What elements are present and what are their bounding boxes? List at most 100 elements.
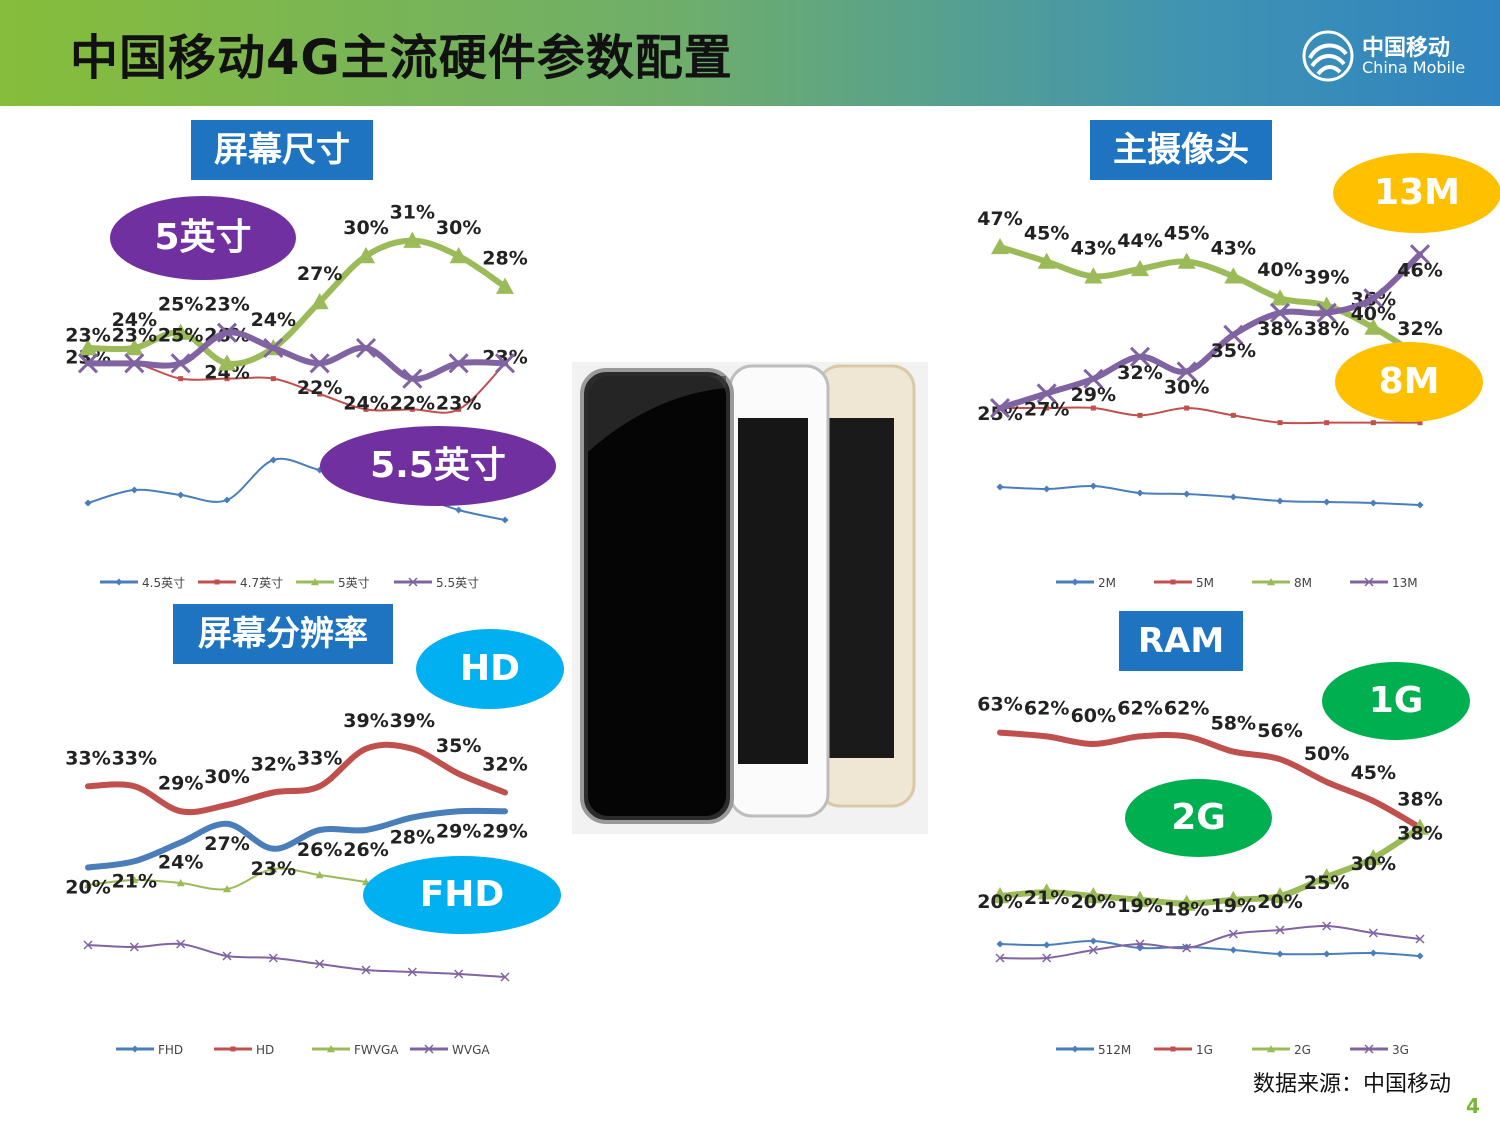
chart0-series-5英寸-label-7: 31% xyxy=(390,202,435,224)
chart2-series-FHD-line xyxy=(85,807,508,871)
chart1-series-2M-point-4 xyxy=(1183,490,1191,498)
chart1-series-8M-label-9: 32% xyxy=(1397,318,1442,340)
chart3-series-1G-label-2: 60% xyxy=(1071,705,1116,727)
chart3-series-512M-line xyxy=(999,939,1421,957)
chart3-series-3G-point-9 xyxy=(1415,934,1425,944)
chart0-series-4.5英寸-point-9 xyxy=(501,516,509,524)
chart3-series-3G-point-7 xyxy=(1322,921,1332,931)
chart0-series-4.7英寸-label-6: 24% xyxy=(343,392,388,414)
chart1-series-2M-point-1 xyxy=(1043,485,1051,493)
chart2-series-WVGA-line xyxy=(87,942,506,978)
chart1-legend-13M-marker xyxy=(1364,577,1374,587)
chart2-series-HD-line xyxy=(85,741,508,816)
chart2-series-HD-label-8: 35% xyxy=(436,735,481,757)
chart1-series-2M-point-6 xyxy=(1276,497,1284,505)
chart0-series-5英寸-point-5 xyxy=(310,293,329,310)
chart1-series-5M-point-6 xyxy=(1277,420,1283,426)
chart1-legend-5M-marker xyxy=(1170,579,1176,585)
chart0-series-5.5英寸-label-4: 24% xyxy=(251,309,296,331)
chart1-series-8M-point-2 xyxy=(1084,267,1103,284)
chart3-series-1G-label-4: 62% xyxy=(1164,697,1209,719)
chart0-series-5.5英寸-point-9 xyxy=(494,353,516,374)
chart2-series-FHD-label-7: 28% xyxy=(390,827,435,849)
chart1-series-8M-label-7: 39% xyxy=(1304,267,1349,289)
chart1-series-13M-label-1: 27% xyxy=(1024,398,1069,420)
chart3-series-1G-label-1: 62% xyxy=(1024,697,1069,719)
chart0-legend-4.7英寸-marker xyxy=(214,579,220,585)
chart1-series-5M-point-3 xyxy=(1137,412,1143,418)
chart2-legend-HD-label: HD xyxy=(256,1043,274,1057)
chart2-series-HD-label-6: 39% xyxy=(343,710,388,732)
chart0-legend-4.5英寸-label: 4.5英寸 xyxy=(142,576,185,590)
chart2-series-FHD-label-4: 23% xyxy=(251,858,296,880)
chart1-series-8M-label-3: 44% xyxy=(1117,230,1162,252)
bubble-hd: HD xyxy=(416,629,564,709)
chart0-series-5英寸-point-0 xyxy=(79,339,97,356)
chart1-legend-8M-label: 8M xyxy=(1294,576,1312,590)
chart3-series-1G-label-9: 38% xyxy=(1397,789,1442,811)
chart2-series-FWVGA-point-2 xyxy=(176,879,185,887)
chart1-series-2M-point-3 xyxy=(1136,489,1144,497)
chart1-series-8M-line xyxy=(997,243,1423,360)
chart2-series-HD-label-2: 29% xyxy=(158,772,203,794)
chart1-series-8M-label-1: 45% xyxy=(1024,223,1069,245)
chart1-series-8M-point-0 xyxy=(991,237,1009,255)
chart1-series-8M-label-5: 43% xyxy=(1211,237,1256,259)
chart0-series-5.5英寸-line xyxy=(85,329,508,382)
chart3-series-2G-label-2: 20% xyxy=(1071,891,1116,913)
page-number: 4 xyxy=(1466,1094,1480,1118)
chart2-series-FHD-label-2: 24% xyxy=(158,852,203,874)
chart0-series-4.7英寸-label-5: 22% xyxy=(297,377,342,399)
chart3-series-3G-point-4 xyxy=(1182,943,1192,953)
chart2-legend-FWVGA-marker xyxy=(327,1045,335,1053)
chart1-legend-8M-marker xyxy=(1267,578,1275,586)
chart1-series-8M-point-1 xyxy=(1037,252,1056,269)
chart0-series-5英寸-label-1: 24% xyxy=(112,309,157,331)
chart3-series-3G-point-5 xyxy=(1228,929,1238,939)
chart1-series-5M-point-5 xyxy=(1230,412,1236,418)
chart3-series-3G-point-3 xyxy=(1135,939,1145,949)
chart3-legend-1G-label: 1G xyxy=(1196,1043,1213,1057)
chart3-series-2G-label-8: 30% xyxy=(1351,853,1396,875)
chart3-series-3G-point-8 xyxy=(1368,928,1378,938)
chart1-series-8M-point-8 xyxy=(1364,318,1383,335)
smartphones-image xyxy=(572,362,928,834)
section-title-resolution: 屏幕分辨率 xyxy=(173,604,393,664)
chart1-series-13M-label-9: 46% xyxy=(1397,259,1442,281)
chart1-series-13M-label-5: 35% xyxy=(1211,340,1256,362)
chart3-series-512M-point-5 xyxy=(1229,946,1237,954)
chart2-series-HD-label-9: 32% xyxy=(482,754,527,776)
chart3-series-1G-label-5: 58% xyxy=(1211,713,1256,735)
chart2-series-WVGA-point-7 xyxy=(407,967,417,977)
chart2-series-WVGA-point-3 xyxy=(222,951,232,961)
chart3-series-2G-line xyxy=(997,824,1423,907)
chart3-series-1G-label-6: 56% xyxy=(1257,720,1302,742)
chart0-series-5.5英寸-point-6 xyxy=(355,337,377,359)
chart2-series-FHD-label-8: 29% xyxy=(436,820,481,842)
chart1-series-5M-point-7 xyxy=(1324,420,1330,426)
chart3-series-3G-point-1 xyxy=(1042,953,1052,963)
chart0-series-4.7英寸-point-3 xyxy=(224,376,230,382)
chart1-series-13M-point-2 xyxy=(1083,368,1104,389)
chart1-series-13M-point-3 xyxy=(1129,346,1151,367)
chart2-series-FWVGA-point-0 xyxy=(84,881,92,889)
chart3-series-3G-line xyxy=(999,924,1421,960)
chart3-series-2G-point-3 xyxy=(1131,890,1149,907)
chart3-series-2G-label-9: 38% xyxy=(1397,823,1442,845)
chart1-series-13M-point-9 xyxy=(1409,244,1431,265)
chart1-series-8M-point-5 xyxy=(1224,267,1243,284)
chart1-series-13M-point-8 xyxy=(1363,288,1384,309)
chart3-series-512M-point-0 xyxy=(996,940,1004,948)
chart3-series-3G-point-2 xyxy=(1088,945,1098,955)
chart0-series-5英寸-point-2 xyxy=(171,323,190,340)
chart0-series-5.5英寸-point-5 xyxy=(309,353,330,374)
chart1-series-8M-point-6 xyxy=(1271,289,1289,306)
chart1-series-8M-point-3 xyxy=(1131,259,1149,277)
chart3-series-2G-label-6: 20% xyxy=(1257,891,1302,913)
chart0-series-5英寸-label-9: 28% xyxy=(482,248,527,270)
bubble-1g: 1G xyxy=(1322,662,1470,740)
chart2-series-WVGA-point-9 xyxy=(500,972,510,982)
chart0-series-5英寸-label-6: 30% xyxy=(343,217,388,239)
chart3-series-2G-label-0: 20% xyxy=(977,891,1022,913)
chart0-series-5英寸-label-2: 25% xyxy=(158,294,203,316)
